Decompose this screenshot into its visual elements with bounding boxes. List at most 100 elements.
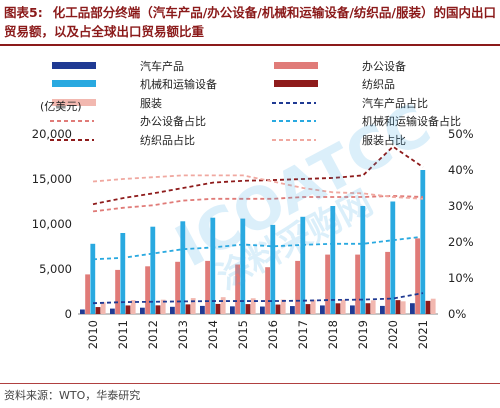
bar-series-4-2012 xyxy=(160,299,166,314)
bar-series-3-2020 xyxy=(395,300,401,314)
bar-series-1-2020 xyxy=(385,251,390,314)
legend-label: 汽车产品 xyxy=(140,59,184,73)
bar-series-4-2019 xyxy=(370,300,376,314)
bar-series-3-2013 xyxy=(185,304,191,314)
bar-series-2-2021 xyxy=(420,170,426,314)
bar-series-2-2010 xyxy=(90,243,96,314)
x-tick-label: 2019 xyxy=(356,320,370,349)
x-tick-label: 2010 xyxy=(86,320,100,349)
bar-series-0-2014 xyxy=(200,305,205,314)
bar-series-3-2011 xyxy=(125,305,131,314)
bar-series-2-2017 xyxy=(300,216,306,314)
bar-series-1-2017 xyxy=(295,260,300,314)
y2-tick-label: 40% xyxy=(448,163,474,177)
bar-series-3-2019 xyxy=(365,303,371,314)
legend-label: 办公设备占比 xyxy=(140,114,206,128)
x-tick-label: 2011 xyxy=(116,320,130,349)
bar-series-3-2015 xyxy=(245,304,251,314)
bar-series-3-2017 xyxy=(305,304,311,314)
x-tick-label: 2013 xyxy=(176,320,190,349)
bar-series-2-2018 xyxy=(330,206,336,314)
bar-series-0-2013 xyxy=(170,306,175,314)
bars xyxy=(80,170,436,314)
figure-label: 图表5: xyxy=(4,5,43,20)
x-tick-label: 2018 xyxy=(326,320,340,349)
share-line-1 xyxy=(92,195,424,213)
bar-series-4-2021 xyxy=(430,298,436,314)
legend-label: 汽车产品占比 xyxy=(362,96,428,110)
bar-series-1-2012 xyxy=(145,266,150,314)
bar-series-0-2021 xyxy=(410,303,415,314)
x-tick-label: 2017 xyxy=(296,320,310,349)
chart-title: 图表5: 化工品部分终端（汽车产品/办公设备/机械和运输设备/纺织品/服装）的国内… xyxy=(4,3,496,41)
bar-series-2-2013 xyxy=(180,221,186,314)
source-note: 资料来源：WTO，华泰研究 xyxy=(4,389,141,402)
y2-tick-label: 50% xyxy=(448,127,474,141)
bar-series-3-2012 xyxy=(155,305,161,314)
bar-series-1-2010 xyxy=(85,274,90,314)
bar-series-3-2016 xyxy=(275,304,281,314)
y2-tick-label: 10% xyxy=(448,271,474,285)
bar-series-1-2011 xyxy=(115,269,120,314)
bar-series-4-2015 xyxy=(250,298,256,314)
bar-series-4-2018 xyxy=(340,299,346,314)
bar-series-0-2019 xyxy=(350,305,355,314)
legend-swatch-bar_series-0 xyxy=(52,62,96,69)
y-tick-label: 20,000 xyxy=(32,127,72,141)
axes: (亿美元) 0 5,000 10,000 15,000 20,000 0% 10% 20% 30%… xyxy=(32,100,474,349)
bar-series-2-2019 xyxy=(360,206,366,314)
x-tick-label: 2012 xyxy=(146,320,160,349)
legend-swatch-bar_series-2 xyxy=(52,80,96,87)
y-tick-label: 10,000 xyxy=(32,217,72,231)
legend-swatch-bar_series-1 xyxy=(274,62,318,69)
bar-series-2-2011 xyxy=(120,233,126,314)
bar-series-1-2014 xyxy=(205,260,210,314)
bar-series-1-2013 xyxy=(175,261,180,314)
bar-series-0-2015 xyxy=(230,306,235,314)
bar-series-4-2010 xyxy=(100,302,106,314)
y-tick-label: 0 xyxy=(65,307,72,321)
bar-series-3-2018 xyxy=(335,303,341,314)
bar-series-2-2015 xyxy=(240,218,246,314)
bar-series-0-2012 xyxy=(140,307,145,314)
y2-tick-label: 0% xyxy=(448,307,466,321)
title-underline xyxy=(0,44,500,46)
footer-rule xyxy=(0,383,500,384)
share-lines xyxy=(92,145,424,305)
legend-label: 机械和运输设备 xyxy=(140,77,217,91)
legend-label: 办公设备 xyxy=(362,59,406,73)
bar-series-0-2011 xyxy=(110,308,115,314)
legend-label: 纺织品占比 xyxy=(140,133,195,147)
legend-label: 服装 xyxy=(140,97,162,110)
bar-series-0-2018 xyxy=(320,305,325,314)
bar-series-1-2019 xyxy=(355,254,360,314)
bar-series-3-2010 xyxy=(95,307,101,314)
bar-series-0-2020 xyxy=(380,305,385,314)
legend-label: 纺织品 xyxy=(362,77,395,91)
y-tick-label: 5,000 xyxy=(39,262,72,276)
bar-series-0-2010 xyxy=(80,309,85,314)
bar-series-1-2016 xyxy=(265,267,270,314)
bar-series-4-2016 xyxy=(280,299,286,314)
bar-series-3-2021 xyxy=(425,300,431,314)
share-line-2 xyxy=(92,235,424,261)
bar-series-0-2017 xyxy=(290,306,295,314)
legend-label: 服装占比 xyxy=(362,133,406,147)
bar-series-3-2014 xyxy=(215,303,221,314)
bar-series-4-2013 xyxy=(190,298,196,314)
x-tick-label: 2014 xyxy=(206,320,220,349)
y-tick-label: 15,000 xyxy=(32,172,72,186)
bar-series-1-2021 xyxy=(415,238,420,314)
x-tick-label: 2020 xyxy=(386,320,400,349)
y2-tick-label: 30% xyxy=(448,199,474,213)
y2-tick-label: 20% xyxy=(448,235,474,249)
x-tick-label: 2016 xyxy=(266,320,280,349)
bar-series-1-2018 xyxy=(325,254,330,314)
bar-series-4-2017 xyxy=(310,299,316,314)
legend-swatch-bar_series-4 xyxy=(52,99,96,106)
bar-series-4-2011 xyxy=(130,300,136,314)
x-tick-label: 2021 xyxy=(416,320,430,349)
bar-series-2-2020 xyxy=(390,201,396,314)
